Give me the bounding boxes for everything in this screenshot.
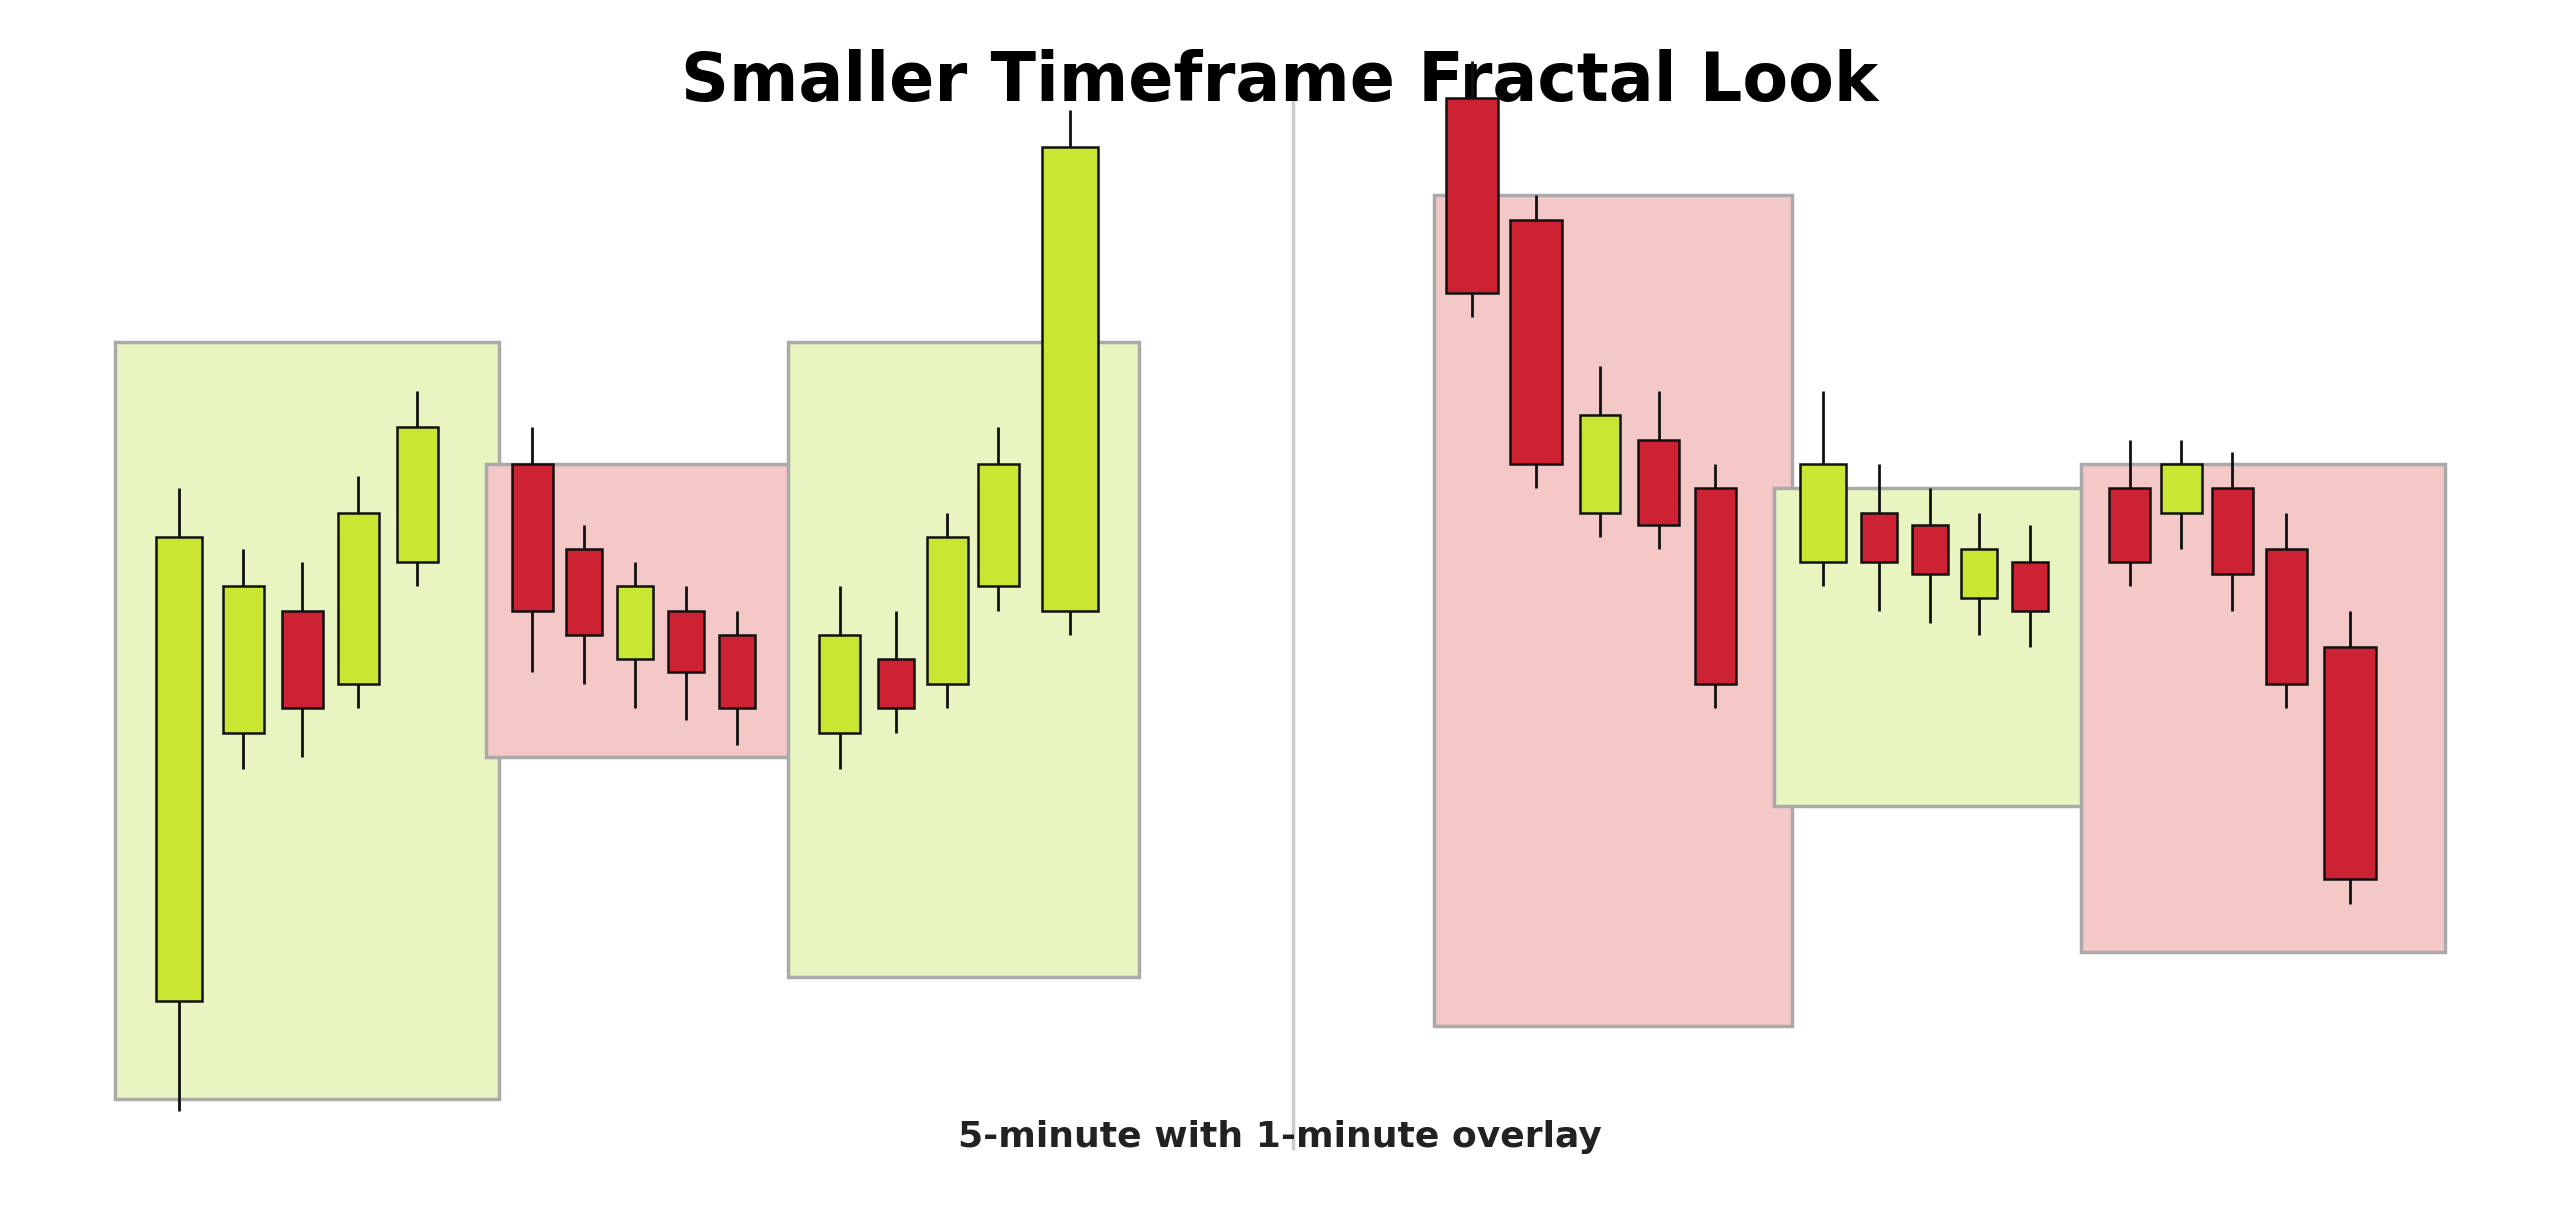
Bar bbox=[115, 342, 499, 1099]
Bar bbox=[1638, 440, 1679, 525]
Bar bbox=[1800, 464, 1846, 562]
Bar bbox=[1446, 98, 1498, 293]
Bar bbox=[486, 464, 806, 757]
Text: 5-minute with 1-minute overlay: 5-minute with 1-minute overlay bbox=[957, 1120, 1603, 1154]
Bar bbox=[2212, 488, 2253, 574]
Bar bbox=[282, 610, 323, 708]
Bar bbox=[878, 659, 914, 708]
Bar bbox=[2081, 464, 2445, 952]
Bar bbox=[2324, 647, 2376, 879]
Bar bbox=[512, 464, 553, 610]
Bar bbox=[2161, 464, 2202, 513]
Bar bbox=[1774, 488, 2099, 806]
Bar bbox=[1580, 415, 1620, 513]
Bar bbox=[566, 549, 602, 635]
Bar bbox=[2109, 488, 2150, 562]
Bar bbox=[1434, 195, 1792, 1026]
Bar bbox=[156, 537, 202, 1001]
Bar bbox=[788, 342, 1139, 977]
Bar bbox=[1510, 220, 1562, 464]
Bar bbox=[1961, 549, 1997, 598]
Bar bbox=[1695, 488, 1736, 684]
Bar bbox=[1042, 147, 1098, 610]
Bar bbox=[2012, 562, 2048, 610]
Bar bbox=[719, 635, 755, 708]
Bar bbox=[668, 610, 704, 672]
Bar bbox=[223, 586, 264, 733]
Bar bbox=[397, 427, 438, 562]
Bar bbox=[819, 635, 860, 733]
Bar bbox=[927, 537, 968, 684]
Bar bbox=[338, 513, 379, 684]
Bar bbox=[978, 464, 1019, 586]
Bar bbox=[1912, 525, 1948, 574]
Bar bbox=[617, 586, 653, 659]
Text: Smaller Timeframe Fractal Look: Smaller Timeframe Fractal Look bbox=[681, 49, 1879, 115]
Bar bbox=[1861, 513, 1897, 562]
Bar bbox=[2266, 549, 2307, 684]
